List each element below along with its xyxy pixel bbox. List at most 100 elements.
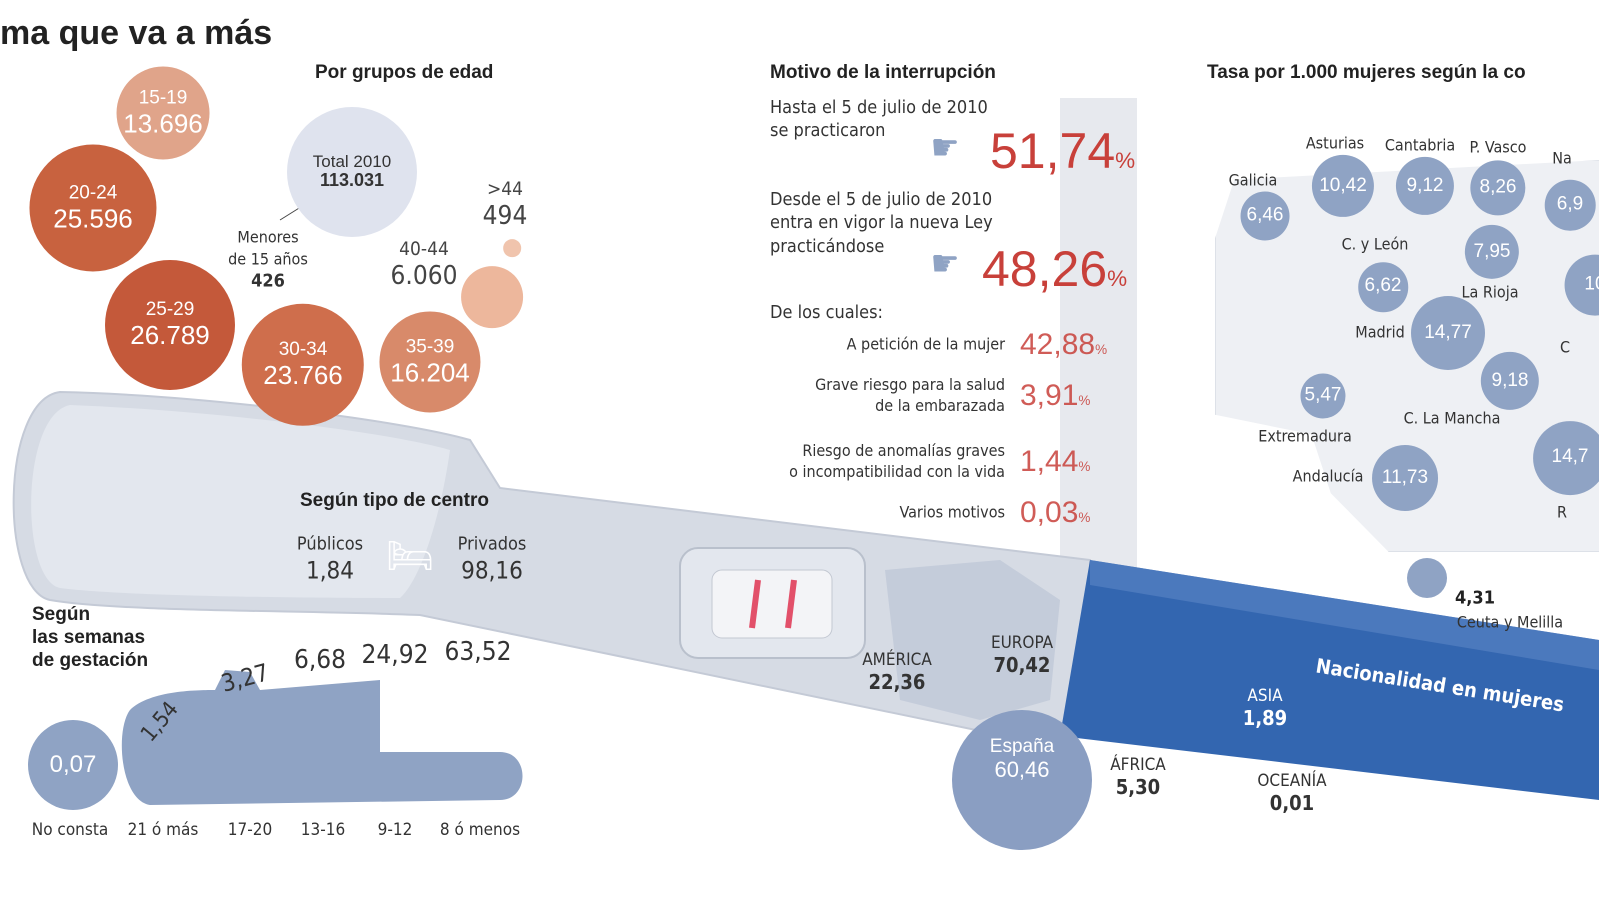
region-value: 7,95 bbox=[1473, 240, 1511, 262]
total-value: 113.031 bbox=[319, 170, 385, 191]
region-bubble: 14,77 bbox=[1411, 296, 1485, 370]
age-group-label: 15-19 bbox=[138, 87, 188, 109]
age-bubble: 25-29 26.789 bbox=[105, 260, 235, 390]
publicos-label: Públicos bbox=[296, 533, 364, 555]
age-group-outside-label: >44 494 bbox=[483, 178, 528, 232]
motivo-row-value: 42,88% bbox=[1020, 328, 1107, 362]
gestation-value-13-16: 6,68 bbox=[293, 645, 347, 675]
region-value: 6,62 bbox=[1364, 275, 1402, 297]
region-name: C. y León bbox=[1341, 234, 1409, 254]
nationality-value: 70,42 bbox=[993, 653, 1051, 678]
gestation-cat-8-menos: 8 ó menos bbox=[439, 820, 521, 840]
region-name: Asturias bbox=[1305, 133, 1365, 153]
motivo-row-label: Varios motivos bbox=[900, 503, 1006, 524]
region-value: 5,47 bbox=[1304, 384, 1342, 406]
region-name: Ceuta y Melilla bbox=[1456, 612, 1564, 632]
headline: ma que va a más bbox=[0, 14, 273, 52]
motivo-row-line1: Riesgo de anomalías graves bbox=[802, 441, 1005, 461]
pointing-hand-icon: ☛ bbox=[930, 127, 960, 169]
age-group-label: 30-34 bbox=[278, 339, 328, 361]
map-title: Tasa por 1.000 mujeres según la co bbox=[1207, 62, 1526, 83]
age-chart-title: Por grupos de edad bbox=[315, 62, 494, 83]
under-15-line1: Menores bbox=[237, 227, 299, 247]
gestation-cat-21: 21 ó más bbox=[127, 820, 199, 840]
region-bubble: 7,95 bbox=[1464, 224, 1520, 280]
nationality-name: ÁFRICA bbox=[1110, 754, 1166, 775]
region-bubble: 14,7 bbox=[1533, 421, 1599, 495]
age-group-value: 16.204 bbox=[390, 357, 470, 388]
nationality-value: 1,89 bbox=[1242, 706, 1288, 731]
nationality-label: EUROPA 70,42 bbox=[991, 633, 1053, 677]
gestation-no-consta-bubble: 0,07 bbox=[28, 720, 118, 810]
age-group-value: 26.789 bbox=[130, 320, 210, 351]
motivo-row-label: A petición de la mujer bbox=[847, 335, 1005, 356]
gestation-title-3: de gestación bbox=[32, 649, 149, 671]
region-name: C. La Mancha bbox=[1403, 408, 1501, 428]
age-bubble bbox=[503, 239, 521, 257]
pct-sign: % bbox=[1107, 266, 1128, 291]
publicos-value: 1,84 bbox=[305, 557, 355, 586]
region-name: Na bbox=[1552, 148, 1572, 168]
motivo-row-line1: Grave riesgo para la salud bbox=[815, 375, 1005, 395]
motivo-row-value: 1,44% bbox=[1020, 445, 1090, 479]
nationality-label: OCEANÍA 0,01 bbox=[1257, 771, 1326, 815]
age-group-label: >44 bbox=[486, 178, 524, 201]
region-value: 8,26 bbox=[1479, 176, 1517, 198]
pct-sign: % bbox=[1095, 342, 1108, 357]
gestation-cat-no-consta: No consta bbox=[31, 820, 109, 840]
motivo-title: Motivo de la interrupción bbox=[770, 62, 996, 83]
region-value: 4,31 bbox=[1455, 587, 1495, 609]
region-name: Andalucía bbox=[1292, 466, 1364, 486]
region-value: 9,12 bbox=[1406, 174, 1444, 196]
age-group-value: 13.696 bbox=[123, 108, 203, 139]
under-15-label: Menores de 15 años 426 bbox=[228, 226, 308, 293]
region-bubble: 11,73 bbox=[1372, 445, 1438, 511]
nationality-name: ASIA bbox=[1247, 685, 1283, 706]
gestation-value-8-menos: 63,52 bbox=[444, 637, 512, 667]
under-15-line2: de 15 años bbox=[228, 248, 308, 268]
age-bubble: 20-24 25.596 bbox=[29, 144, 157, 272]
region-value: 14,7 bbox=[1551, 446, 1589, 468]
centro-publicos: Públicos 1,84 bbox=[297, 533, 363, 588]
nationality-value: 0,01 bbox=[1269, 791, 1315, 816]
after-line2: entra en vigor la nueva Ley bbox=[770, 212, 993, 234]
region-name: Extremadura bbox=[1258, 426, 1352, 446]
total-2010-bubble: Total 2010 113.031 bbox=[287, 107, 417, 237]
motivo-row-line2: o incompatibilidad con la vida bbox=[789, 462, 1005, 481]
gestation-cat-17-20: 17-20 bbox=[227, 820, 273, 840]
bed-icon: 🛏 bbox=[385, 533, 435, 578]
region-bubble: 9,12 bbox=[1395, 156, 1455, 216]
motivo-row-value: 3,91% bbox=[1020, 379, 1090, 413]
region-bubble bbox=[1407, 558, 1447, 598]
motivo-row-line1: Varios motivos bbox=[899, 502, 1006, 522]
age-group-label: 35-39 bbox=[405, 336, 455, 358]
region-bubble: 9,18 bbox=[1480, 351, 1540, 411]
privados-label: Privados bbox=[457, 533, 527, 555]
motivo-row-line2: de la embarazada bbox=[875, 396, 1005, 415]
age-group-label: 40-44 bbox=[399, 238, 449, 261]
age-group-value: 6.060 bbox=[390, 260, 458, 291]
before-value: 51,74% bbox=[990, 122, 1135, 180]
before-line2: se practicaron bbox=[770, 120, 886, 142]
nationality-name: AMÉRICA bbox=[862, 649, 932, 670]
nationality-name: España bbox=[989, 736, 1055, 758]
motivo-after-text: Desde el 5 de julio de 2010 entra en vig… bbox=[770, 188, 993, 258]
motivo-row-line1: A petición de la mujer bbox=[846, 334, 1005, 354]
centro-title: Según tipo de centro bbox=[300, 490, 489, 511]
under-15-value: 426 bbox=[251, 270, 285, 292]
region-value: 9,18 bbox=[1491, 369, 1529, 391]
motivo-row-number: 42,88 bbox=[1020, 328, 1096, 361]
region-bubble: 6,46 bbox=[1240, 191, 1290, 241]
nationality-name: EUROPA bbox=[990, 632, 1054, 653]
motivo-row-number: 0,03 bbox=[1020, 496, 1079, 529]
region-name: Cantabria bbox=[1384, 135, 1456, 155]
motivo-row-label: Grave riesgo para la salud de la embaraza… bbox=[815, 375, 1005, 417]
nationality-name: OCEANÍA bbox=[1257, 770, 1327, 791]
pct-sign: % bbox=[1078, 459, 1091, 474]
total-label: Total 2010 bbox=[312, 151, 392, 171]
gestation-value-9-12: 24,92 bbox=[361, 640, 429, 670]
age-group-outside-label: 40-44 6.060 bbox=[391, 238, 458, 292]
gestation-title-1: Según bbox=[32, 604, 91, 625]
region-value: 10,42 bbox=[1319, 174, 1367, 196]
no-consta-value: 0,07 bbox=[49, 750, 97, 778]
